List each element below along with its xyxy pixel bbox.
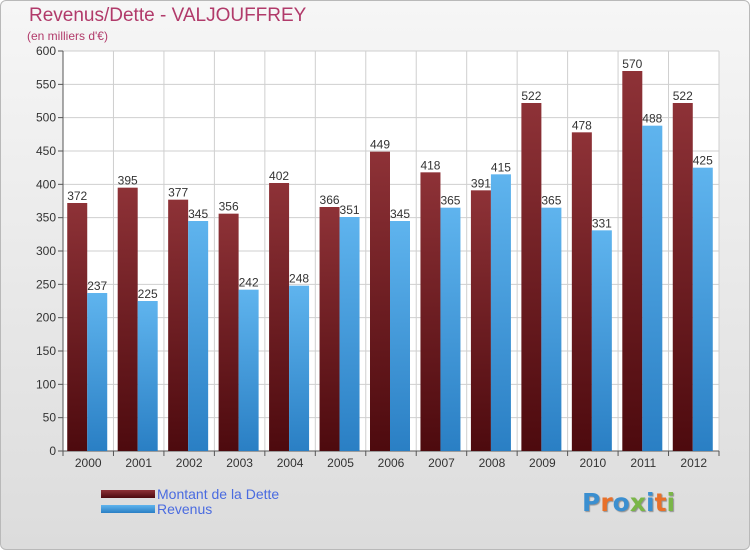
x-tick-label: 2006 bbox=[378, 456, 405, 470]
data-label-revenue: 345 bbox=[390, 207, 410, 221]
bar-revenue bbox=[137, 301, 158, 451]
x-tick-label: 2000 bbox=[75, 456, 102, 470]
bar-debt bbox=[420, 172, 441, 452]
data-label-revenue: 345 bbox=[188, 207, 208, 221]
y-tick-label: 500 bbox=[36, 111, 56, 125]
data-label-debt: 522 bbox=[521, 89, 541, 103]
logo-letter: i bbox=[646, 488, 655, 517]
data-label-revenue: 242 bbox=[239, 276, 259, 290]
data-label-debt: 366 bbox=[320, 193, 340, 207]
data-label-debt: 372 bbox=[67, 189, 87, 203]
logo-letter: x bbox=[629, 488, 646, 517]
bar-revenue bbox=[541, 207, 562, 451]
legend-label-revenue: Revenus bbox=[157, 501, 213, 517]
y-tick-label: 250 bbox=[36, 277, 56, 291]
data-label-revenue: 365 bbox=[541, 194, 561, 208]
y-tick-label: 50 bbox=[43, 411, 57, 425]
bar-debt bbox=[370, 151, 390, 451]
data-label-revenue: 237 bbox=[87, 279, 107, 293]
x-tick-label: 2002 bbox=[176, 456, 203, 470]
x-tick-label: 2009 bbox=[529, 456, 556, 470]
chart-subtitle: (en milliers d'€) bbox=[27, 29, 108, 43]
data-label-revenue: 225 bbox=[138, 287, 158, 301]
data-label-revenue: 331 bbox=[592, 216, 612, 230]
bar-revenue bbox=[390, 221, 410, 451]
data-label-debt: 522 bbox=[673, 89, 693, 103]
bar-revenue bbox=[238, 289, 259, 451]
bar-revenue bbox=[339, 217, 360, 451]
bar-revenue bbox=[87, 293, 108, 451]
bar-debt bbox=[521, 103, 542, 451]
bar-debt bbox=[571, 132, 592, 452]
legend-swatch-revenue bbox=[101, 505, 155, 513]
data-label-revenue: 365 bbox=[440, 194, 460, 208]
bar-revenue bbox=[642, 125, 663, 452]
data-label-debt: 418 bbox=[420, 158, 440, 172]
data-label-debt: 478 bbox=[572, 118, 592, 132]
x-tick-label: 2008 bbox=[479, 456, 506, 470]
logo-letter: o bbox=[612, 488, 630, 517]
x-tick-label: 2001 bbox=[125, 456, 152, 470]
y-tick-label: 100 bbox=[36, 377, 56, 391]
bar-debt bbox=[117, 187, 138, 451]
logo-letter: r bbox=[600, 488, 613, 517]
x-tick-label: 2010 bbox=[579, 456, 606, 470]
bar-revenue bbox=[188, 221, 209, 451]
y-tick-label: 600 bbox=[36, 44, 56, 58]
data-labels: 3722373952253773453562424022483663514493… bbox=[67, 57, 713, 301]
bar-debt bbox=[67, 203, 88, 451]
data-label-revenue: 351 bbox=[340, 203, 360, 217]
bar-debt bbox=[622, 71, 643, 451]
x-tick-label: 2007 bbox=[428, 456, 455, 470]
data-label-debt: 402 bbox=[269, 169, 289, 183]
bar-revenue bbox=[692, 167, 713, 451]
bar-revenue bbox=[289, 285, 310, 451]
legend-label-debt: Montant de la Dette bbox=[157, 486, 280, 502]
x-tick-label: 2004 bbox=[277, 456, 304, 470]
y-tick-label: 150 bbox=[36, 344, 56, 358]
chart-title: Revenus/Dette - VALJOUFFREY bbox=[29, 5, 307, 26]
bar-debt bbox=[218, 213, 239, 451]
data-label-debt: 391 bbox=[471, 176, 491, 190]
y-tick-label: 450 bbox=[36, 144, 56, 158]
bar-debt bbox=[269, 183, 290, 451]
y-tick-label: 200 bbox=[36, 311, 56, 325]
data-label-debt: 449 bbox=[370, 138, 390, 152]
bar-revenue bbox=[490, 174, 511, 452]
x-tick-label: 2003 bbox=[226, 456, 253, 470]
data-label-debt: 356 bbox=[219, 200, 239, 214]
data-label-revenue: 415 bbox=[491, 160, 511, 174]
data-label-revenue: 248 bbox=[289, 272, 309, 286]
bar-revenue bbox=[591, 230, 612, 451]
x-tick-label: 2005 bbox=[327, 456, 354, 470]
data-label-debt: 570 bbox=[622, 57, 642, 71]
data-label-debt: 395 bbox=[118, 174, 138, 188]
logo-letter: t bbox=[654, 488, 667, 517]
bar-debt bbox=[168, 199, 189, 451]
logo-letter: P bbox=[582, 488, 601, 517]
y-tick-label: 400 bbox=[36, 177, 56, 191]
bar-debt bbox=[672, 103, 693, 451]
y-tick-label: 300 bbox=[36, 244, 56, 258]
bar-debt bbox=[319, 207, 340, 451]
x-tick-label: 2012 bbox=[680, 456, 707, 470]
y-tick-label: 550 bbox=[36, 77, 56, 91]
data-label-revenue: 425 bbox=[693, 154, 713, 168]
legend-swatch-debt bbox=[101, 490, 155, 498]
y-tick-label: 350 bbox=[36, 211, 56, 225]
proxiti-logo: Proxiti bbox=[582, 488, 675, 517]
data-label-debt: 377 bbox=[168, 186, 188, 200]
logo-letter: i bbox=[666, 488, 676, 517]
x-tick-label: 2011 bbox=[630, 456, 656, 470]
axes: 0 50 100 150 200 250 300 350 400 450 500 550 600 2000… bbox=[36, 44, 720, 470]
bar-revenue bbox=[440, 207, 461, 451]
bar-debt bbox=[470, 190, 491, 452]
y-tick-label: 0 bbox=[49, 444, 56, 458]
bars bbox=[67, 71, 713, 452]
data-label-revenue: 488 bbox=[642, 112, 662, 126]
